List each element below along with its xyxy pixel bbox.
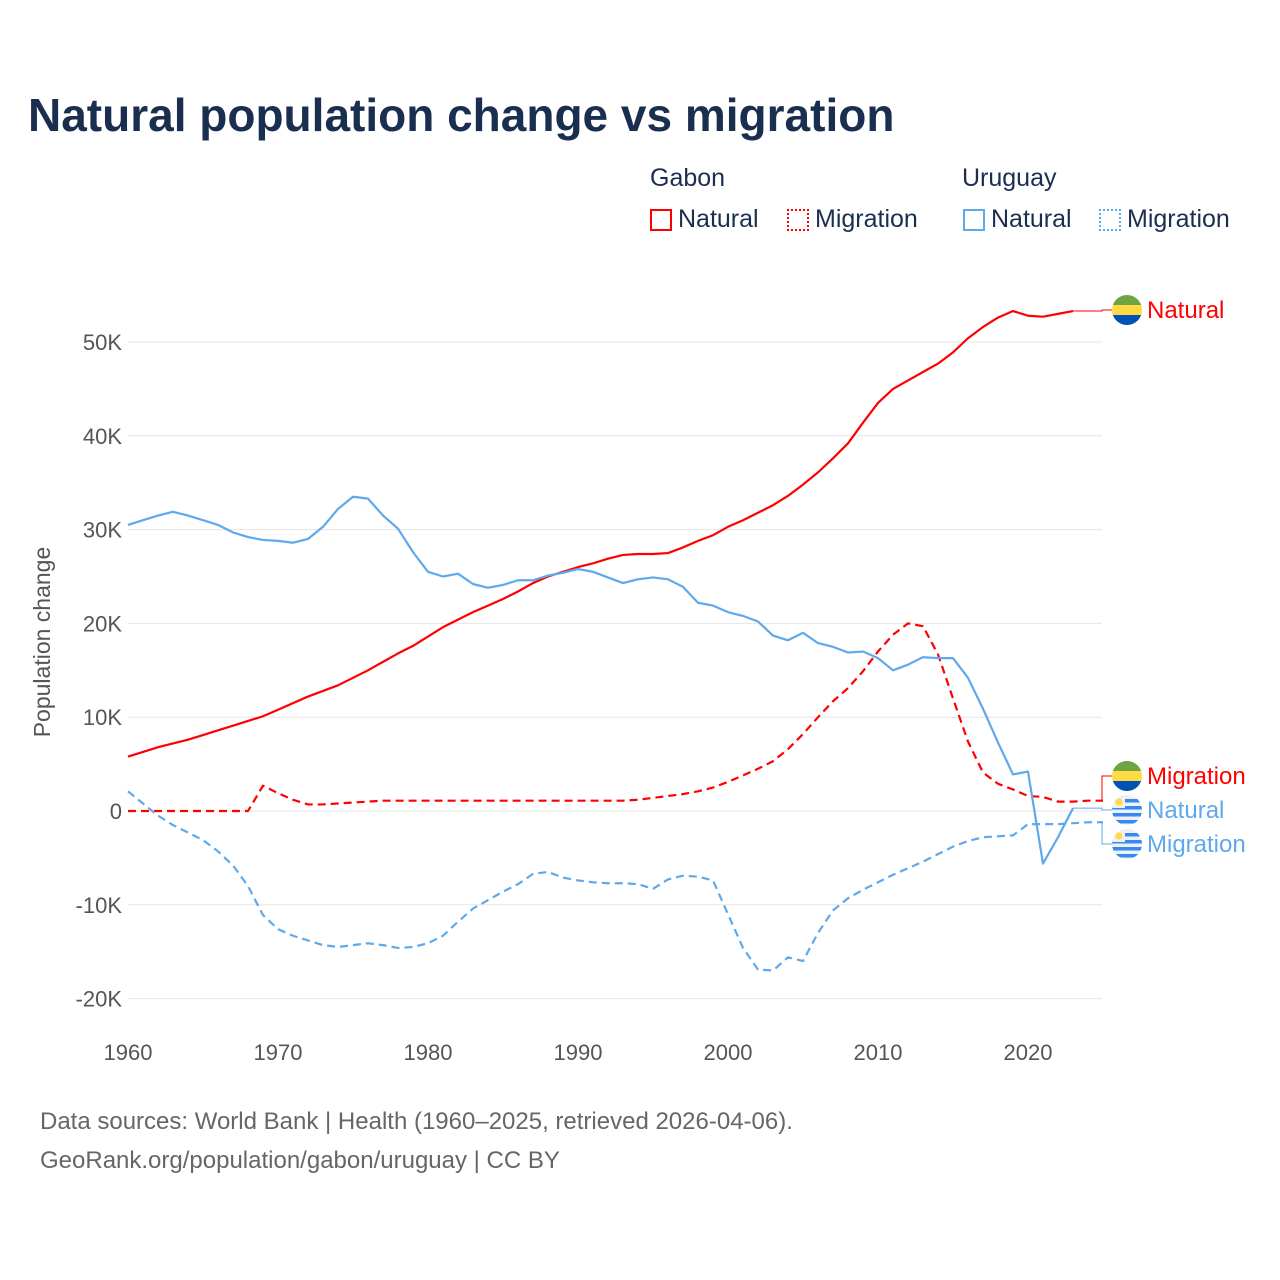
- flag-stripe: [1112, 295, 1142, 305]
- series-end-label: Natural: [1147, 797, 1224, 824]
- x-tick-label: 2020: [1004, 1040, 1053, 1065]
- legend-swatch: [1099, 208, 1121, 231]
- flag-body: [1112, 795, 1142, 825]
- flag-stripe: [1112, 820, 1142, 824]
- flag-body: [1112, 829, 1142, 859]
- series-line-gabon-natural: [127, 309, 1074, 758]
- y-tick-label: 10K: [83, 705, 122, 730]
- y-tick-label: 20K: [83, 611, 122, 636]
- legend-swatch: [650, 208, 672, 231]
- legend-group-uruguay: Uruguay: [962, 164, 1057, 192]
- label-connector: [1101, 775, 1112, 802]
- flag-stripe: [1112, 799, 1142, 803]
- gabon-flag-icon: [1112, 295, 1142, 325]
- flag-body: [1112, 295, 1142, 325]
- series-end-label: Migration: [1147, 831, 1246, 858]
- label-connector: [1073, 309, 1112, 312]
- flag-body: [1112, 761, 1142, 791]
- y-tick-label: -20K: [76, 987, 123, 1012]
- plot-area: -20K -10K 0 10K 20K 30K 40K 50K 1960 1970 1980 1990…: [29, 295, 1246, 1065]
- gabon-flag-icon: [1112, 761, 1142, 791]
- x-tick-label: 1970: [254, 1040, 303, 1065]
- flag-stripe: [1112, 315, 1142, 325]
- x-tick-label: 2000: [704, 1040, 753, 1065]
- series-end-label: Natural: [1147, 297, 1224, 324]
- legend-swatch: [787, 208, 809, 231]
- legend-gabon-migration[interactable]: Migration: [787, 205, 918, 234]
- y-tick-label: 50K: [83, 330, 122, 355]
- label-connector: [1101, 821, 1112, 845]
- uruguay-flag-icon: [1112, 829, 1142, 859]
- flag-stripe: [1112, 813, 1142, 817]
- y-tick-label: -10K: [76, 893, 123, 918]
- flag-stripe: [1112, 847, 1142, 851]
- flag-stripe: [1112, 781, 1142, 791]
- series-line-uruguay-natural: [127, 495, 1074, 865]
- flag-stripe: [1112, 305, 1142, 315]
- flag-stripe: [1112, 806, 1142, 810]
- flag-stripe: [1112, 833, 1142, 837]
- y-axis-title: Population change: [29, 547, 55, 738]
- legend-uruguay-natural[interactable]: Natural: [963, 205, 1072, 234]
- series-line-uruguay-migration: [127, 790, 1103, 972]
- x-tick-label: 2010: [854, 1040, 903, 1065]
- flag-stripe: [1112, 771, 1142, 781]
- x-tick-label: 1990: [554, 1040, 603, 1065]
- series-end-label: Migration: [1147, 763, 1246, 790]
- flag-stripe: [1112, 761, 1142, 771]
- legend-label: Migration: [815, 205, 918, 233]
- footer-source: Data sources: World Bank | Health (1960–…: [40, 1108, 793, 1135]
- legend-label: Migration: [1127, 205, 1230, 233]
- uruguay-flag-icon: [1112, 795, 1142, 825]
- y-tick-label: 0: [110, 799, 122, 824]
- flag-sun: [1115, 832, 1123, 840]
- legend-gabon-natural[interactable]: Natural: [650, 205, 759, 234]
- legend-uruguay-migration[interactable]: Migration: [1099, 205, 1230, 234]
- legend-label: Natural: [991, 205, 1072, 233]
- x-tick-label: 1960: [104, 1040, 153, 1065]
- chart-title: Natural population change vs migration: [28, 89, 895, 141]
- legend-swatch: [963, 208, 985, 231]
- flag-sun: [1115, 798, 1123, 806]
- legend-label: Natural: [678, 205, 759, 233]
- y-tick-label: 40K: [83, 424, 122, 449]
- footer-link[interactable]: GeoRank.org/population/gabon/uruguay | C…: [40, 1147, 560, 1174]
- label-connector: [1073, 807, 1112, 811]
- y-tick-label: 30K: [83, 518, 122, 543]
- legend-group-gabon: Gabon: [650, 164, 726, 192]
- x-tick-label: 1980: [404, 1040, 453, 1065]
- flag-stripe: [1112, 854, 1142, 858]
- flag-stripe: [1112, 840, 1142, 844]
